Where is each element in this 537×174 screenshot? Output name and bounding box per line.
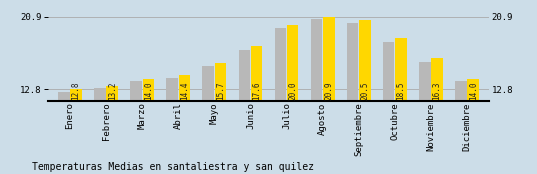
Text: 18.5: 18.5 [396,82,405,100]
Text: 20.0: 20.0 [288,82,297,100]
Bar [431,58,443,101]
Text: 14.0: 14.0 [469,82,477,100]
Bar [238,50,250,101]
Bar [419,62,431,101]
Bar [142,78,154,101]
Bar [166,78,178,101]
Bar [467,78,479,101]
Text: 20.9: 20.9 [324,82,333,100]
Bar [359,20,371,101]
Bar [94,88,106,101]
Bar [455,81,467,101]
Bar [274,28,286,101]
Bar [395,38,407,101]
Bar [58,92,70,101]
Bar [106,86,118,101]
Bar [215,63,226,101]
Text: 14.4: 14.4 [180,82,189,100]
Text: 14.0: 14.0 [144,82,153,100]
Bar [287,25,299,101]
Bar [70,89,82,101]
Bar [383,42,395,101]
Text: 16.3: 16.3 [433,82,441,100]
Text: 12.8: 12.8 [71,82,81,100]
Text: 13.2: 13.2 [108,82,117,100]
Text: Temperaturas Medias en santaliestra y san quilez: Temperaturas Medias en santaliestra y sa… [32,162,314,172]
Text: 17.6: 17.6 [252,82,261,100]
Bar [347,23,358,101]
Text: 15.7: 15.7 [216,82,225,100]
Bar [311,19,322,101]
Bar [130,81,142,101]
Bar [323,17,335,101]
Bar [251,46,263,101]
Bar [202,66,214,101]
Text: 20.5: 20.5 [360,82,369,100]
Bar [179,75,190,101]
